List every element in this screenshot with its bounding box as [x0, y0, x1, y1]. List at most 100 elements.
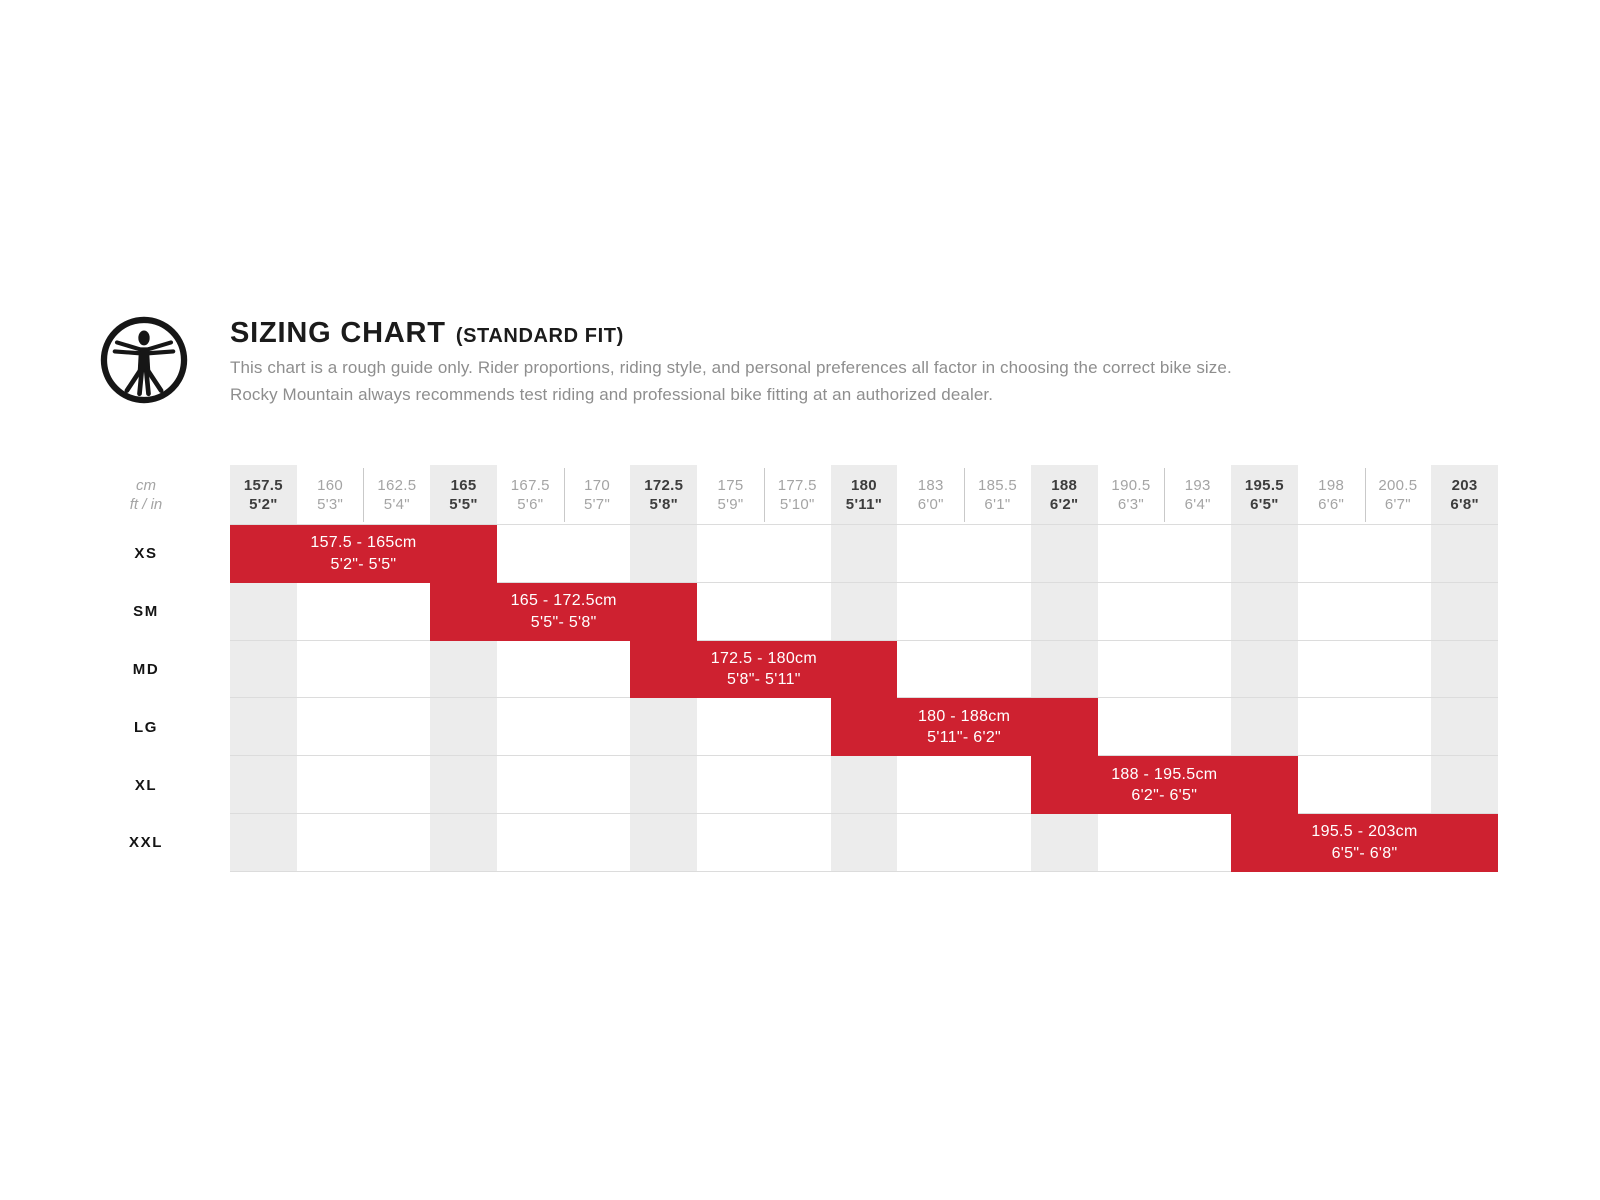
- size-bar-md: 172.5 - 180cm 5'8"- 5'11": [630, 640, 898, 699]
- size-row-label-md: MD: [132, 660, 160, 678]
- bar-range-cm: 188 - 195.5cm: [1111, 765, 1218, 783]
- header-col-195.5: 195.5 6'5": [1231, 465, 1298, 525]
- header-ftin-value: 6'5": [1250, 496, 1279, 513]
- header-col-175: 175 5'9": [697, 465, 764, 525]
- header-cm-value: 188: [1051, 477, 1078, 494]
- header-separator-tick: [964, 468, 966, 522]
- header-bottom-line: [230, 524, 1498, 525]
- header-ftin-value: 5'7": [584, 496, 611, 513]
- bar-range-cm: 172.5 - 180cm: [710, 649, 817, 667]
- size-row-label-xs: XS: [134, 545, 158, 563]
- page-title: SIZING CHART: [230, 317, 446, 349]
- header-ftin-value: 5'9": [717, 496, 744, 513]
- header-cm-value: 193: [1184, 477, 1211, 494]
- axis-unit-cm: cm: [136, 476, 156, 494]
- size-row-label-xxl: XXL: [129, 834, 163, 852]
- header-separator-tick: [563, 468, 565, 522]
- page-subtitle: (STANDARD FIT): [455, 325, 624, 347]
- size-bar-xs: 157.5 - 165cm 5'2"- 5'5": [230, 525, 497, 583]
- header-ftin-value: 6'3": [1117, 496, 1144, 513]
- bar-range-cm: 157.5 - 165cm: [310, 534, 417, 552]
- header-ftin-value: 5'2": [249, 496, 278, 513]
- header-cm-value: 200.5: [1378, 477, 1418, 494]
- header-separator-tick: [763, 468, 765, 522]
- size-bar-sm: 165 - 172.5cm 5'5"- 5'8": [430, 582, 698, 641]
- header-separator-tick: [1164, 468, 1166, 522]
- sizing-table: 157.5 5'2" 160 5'3" 162.5 5'4" 165 5'5" 167.5 5'6…: [230, 465, 1498, 872]
- header-col-188: 188 6'2": [1031, 465, 1098, 525]
- header-ftin-value: 6'7": [1384, 496, 1411, 513]
- header-col-185.5: 185.5 6'1": [964, 465, 1031, 525]
- header-col-160: 160 5'3": [297, 465, 364, 525]
- header-ftin-value: 5'11": [845, 496, 883, 513]
- bar-range-ftin: 6'5"- 6'8": [1331, 844, 1398, 862]
- vitruvian-man-icon: [99, 315, 189, 405]
- size-bar-xl: 188 - 195.5cm 6'2"- 6'5": [1030, 756, 1298, 814]
- header-ftin-value: 5'4": [383, 496, 410, 513]
- header-cm-value: 165: [450, 477, 477, 494]
- header-cm-value: 195.5: [1244, 477, 1284, 494]
- bar-range-cm: 180 - 188cm: [917, 707, 1011, 725]
- header-col-172.5: 172.5 5'8": [630, 465, 697, 525]
- header-col-183: 183 6'0": [897, 465, 964, 525]
- size-row-label-xl: XL: [134, 776, 158, 794]
- row-divider-line: [230, 870, 1498, 872]
- column-stripe-203: [1431, 465, 1498, 872]
- size-bar-xxl: 195.5 - 203cm 6'5"- 6'8": [1231, 814, 1498, 872]
- header-cm-value: 180: [851, 477, 877, 494]
- header-ftin-value: 5'6": [517, 496, 544, 513]
- row-divider-line: [230, 813, 1498, 814]
- header-ftin-value: 6'2": [1049, 496, 1079, 513]
- header-col-198: 198 6'6": [1298, 465, 1365, 525]
- header-ftin-value: 5'8": [649, 496, 679, 513]
- description-line-2: Rocky Mountain always recommends test ri…: [230, 384, 994, 404]
- bar-range-ftin: 5'5"- 5'8": [530, 613, 597, 631]
- header-cm-value: 170: [584, 477, 610, 494]
- header-col-177.5: 177.5 5'10": [764, 465, 831, 525]
- header-col-190.5: 190.5 6'3": [1098, 465, 1165, 525]
- header-ftin-value: 5'10": [779, 496, 815, 513]
- bar-range-cm: 165 - 172.5cm: [510, 592, 617, 610]
- header-cm-value: 185.5: [977, 477, 1017, 494]
- size-row-label-lg: LG: [133, 718, 159, 736]
- bar-range-ftin: 5'2"- 5'5": [330, 555, 397, 573]
- header-col-180: 180 5'11": [831, 465, 898, 525]
- header-cm-value: 172.5: [644, 477, 684, 494]
- header-cm-value: 160: [317, 477, 344, 494]
- header-cm-value: 162.5: [377, 477, 417, 494]
- header-cm-value: 167.5: [510, 477, 550, 494]
- header-col-203: 203 6'8": [1431, 465, 1498, 525]
- description-block: This chart is a rough guide only. Rider …: [230, 355, 1232, 408]
- page-header: SIZING CHART (STANDARD FIT): [230, 317, 624, 350]
- header-col-193: 193 6'4": [1164, 465, 1231, 525]
- size-bar-lg: 180 - 188cm 5'11"- 6'2": [830, 698, 1098, 757]
- header-cm-value: 175: [717, 477, 744, 494]
- description-line-1: This chart is a rough guide only. Rider …: [230, 358, 1232, 377]
- header-separator-tick: [363, 468, 365, 522]
- header-cm-value: 203: [1451, 477, 1478, 494]
- header-cm-value: 177.5: [777, 477, 817, 494]
- header-cm-value: 190.5: [1111, 477, 1151, 494]
- header-ftin-value: 6'4": [1184, 496, 1211, 513]
- bar-range-ftin: 5'11"- 6'2": [927, 729, 1002, 747]
- header-col-200.5: 200.5 6'7": [1365, 465, 1432, 525]
- axis-unit-labels: cm ft / in: [86, 465, 206, 525]
- header-ftin-value: 6'8": [1450, 496, 1479, 513]
- header-separator-tick: [1364, 468, 1366, 522]
- header-ftin-value: 6'1": [984, 496, 1011, 513]
- header-col-162.5: 162.5 5'4": [363, 465, 430, 525]
- row-divider-line: [230, 581, 1498, 583]
- header-col-157.5: 157.5 5'2": [230, 465, 297, 525]
- header-ftin-value: 6'6": [1318, 496, 1345, 513]
- header-col-170: 170 5'7": [564, 465, 631, 525]
- header-cm-value: 183: [917, 477, 944, 494]
- header-ftin-value: 5'5": [449, 496, 478, 513]
- header-ftin-value: 5'3": [317, 496, 344, 513]
- header-cm-value: 157.5: [243, 477, 283, 494]
- size-row-label-sm: SM: [133, 603, 159, 621]
- header-cm-value: 198: [1318, 477, 1345, 494]
- header-ftin-value: 6'0": [917, 496, 944, 513]
- header-col-167.5: 167.5 5'6": [497, 465, 564, 525]
- row-divider-line: [230, 639, 1498, 641]
